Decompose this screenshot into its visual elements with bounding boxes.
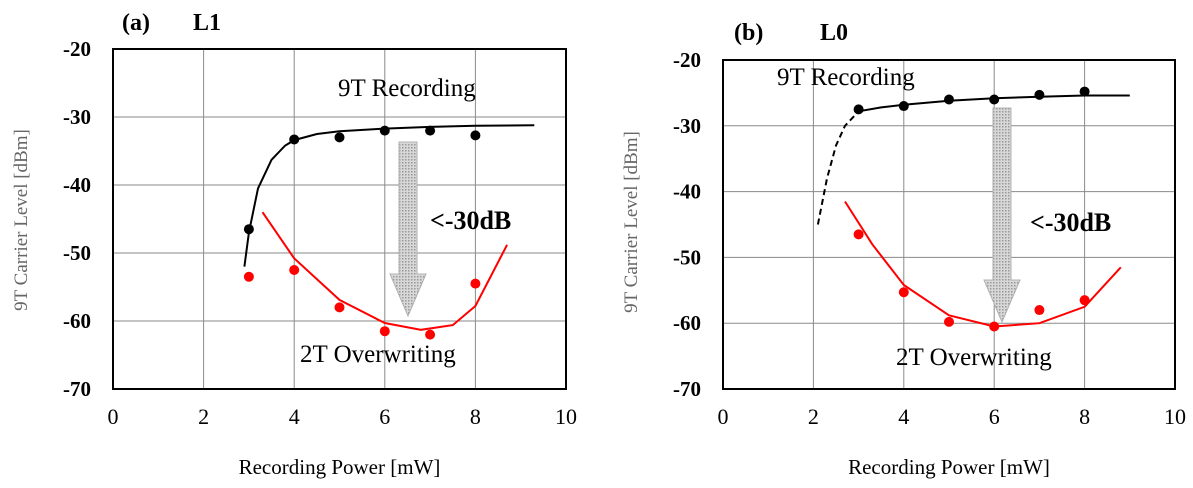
data-point [334, 132, 345, 143]
annotation-level-drop: <-30dB [1030, 208, 1111, 237]
data-point [989, 321, 1000, 332]
annotation-9t-recording: 9T Recording [777, 64, 915, 91]
data-point [898, 287, 909, 298]
annotation-level-drop: <-30dB [430, 206, 511, 235]
data-point [944, 94, 954, 105]
y-axis-label: 9T Carrier Level [dBm] [11, 129, 32, 311]
plot-frame [112, 48, 567, 390]
plot-frame [722, 59, 1176, 390]
series-fit-line [858, 94, 1130, 113]
data-point [944, 316, 954, 327]
data-point [853, 229, 864, 240]
data-point [470, 278, 481, 289]
x-tick-label: 0 [108, 404, 119, 429]
data-point [243, 271, 254, 282]
data-point [853, 104, 864, 115]
y-tick-label: -60 [63, 309, 91, 333]
arrow-down-icon [983, 107, 1021, 324]
x-tick-label: 8 [1079, 404, 1090, 429]
data-point [1079, 86, 1090, 97]
series-fit-line [844, 200, 1122, 328]
data-point [1034, 89, 1045, 100]
data-point [1034, 305, 1045, 316]
data-point [898, 101, 909, 112]
arrow-down-icon [389, 141, 427, 318]
data-point [289, 134, 300, 145]
x-tick-label: 8 [470, 404, 481, 429]
y-tick-label: -50 [673, 245, 701, 269]
y-tick-label: -70 [63, 377, 91, 401]
y-tick-label: -30 [673, 114, 701, 138]
y-tick-label: -40 [63, 173, 91, 197]
x-tick-label: 10 [1164, 404, 1186, 429]
panel-label: (b) [734, 20, 763, 46]
y-tick-label: -20 [673, 48, 701, 72]
annotation-2t-overwriting: 2T Overwriting [896, 344, 1052, 371]
data-point [379, 326, 390, 337]
data-point [243, 224, 254, 235]
data-point [425, 125, 436, 136]
x-tick-label: 6 [379, 404, 390, 429]
chart-title: L0 [820, 20, 848, 46]
x-tick-label: 4 [898, 404, 909, 429]
x-axis-label: Recording Power [mW] [239, 455, 441, 479]
x-tick-label: 10 [555, 404, 577, 429]
data-point [425, 329, 436, 340]
series-extrapolation-line [816, 110, 860, 225]
chart-title: L1 [193, 10, 221, 36]
x-tick-label: 0 [718, 404, 729, 429]
y-tick-label: -70 [673, 377, 701, 401]
y-tick-label: -40 [673, 180, 701, 204]
data-point [334, 302, 345, 313]
x-tick-label: 2 [808, 404, 819, 429]
panel-label: (a) [122, 10, 150, 36]
y-tick-label: -50 [63, 241, 91, 265]
data-point [1079, 295, 1090, 306]
series-fit-line [243, 124, 535, 267]
y-axis-label: 9T Carrier Level [dBm] [621, 131, 642, 313]
y-tick-label: -20 [63, 37, 91, 61]
data-point [470, 130, 481, 141]
annotation-9t-recording: 9T Recording [338, 75, 476, 102]
y-tick-label: -60 [673, 311, 701, 335]
series-fit-line [261, 211, 508, 331]
x-tick-label: 2 [198, 404, 209, 429]
data-point [989, 94, 1000, 105]
x-tick-label: 6 [989, 404, 1000, 429]
data-point [379, 125, 390, 136]
x-tick-label: 4 [289, 404, 300, 429]
annotation-2t-overwriting: 2T Overwriting [300, 341, 456, 368]
data-point [289, 265, 300, 275]
y-tick-label: -30 [63, 105, 91, 129]
x-axis-label: Recording Power [mW] [848, 455, 1050, 479]
